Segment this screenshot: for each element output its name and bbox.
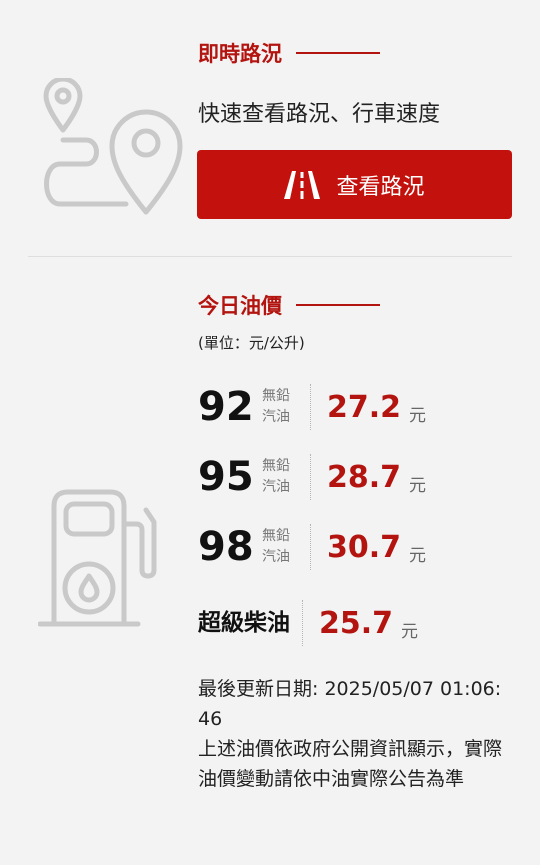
oil-price-section-title: 今日油價: [198, 290, 380, 320]
price-row-95: 95 無鉛 汽油 28.7 元: [198, 452, 426, 502]
map-route-pin-icon: [43, 78, 183, 215]
last-updated-text: 最後更新日期: 2025/05/07 01:06:46: [198, 678, 502, 730]
section-divider: [28, 256, 512, 257]
fuel-grade: 92: [198, 384, 254, 430]
fuel-type-label: 無鉛 汽油: [262, 456, 310, 498]
fuel-grade: 超級柴油: [198, 609, 290, 636]
price-disclaimer: 上述油價依政府公開資訊顯示，實際油價變動請依中油實際公告為準: [198, 738, 503, 790]
fuel-price: 30.7: [327, 529, 402, 565]
row-separator: [310, 524, 311, 570]
fuel-type-line: 汽油: [262, 479, 290, 495]
price-row-98: 98 無鉛 汽油 30.7 元: [198, 522, 426, 572]
fuel-price: 27.2: [327, 389, 402, 425]
fuel-grade: 98: [198, 524, 254, 570]
traffic-section-title: 即時路況: [198, 38, 380, 68]
traffic-title-text: 即時路況: [198, 42, 282, 66]
currency-unit: 元: [401, 621, 418, 642]
fuel-price: 28.7: [327, 459, 402, 495]
oil-title-text: 今日油價: [198, 294, 282, 318]
fuel-type-line: 汽油: [262, 549, 290, 565]
fuel-type-line: 無鉛: [262, 458, 290, 474]
row-separator: [310, 384, 311, 430]
currency-unit: 元: [409, 475, 426, 496]
price-row-92: 92 無鉛 汽油 27.2 元: [198, 382, 426, 432]
currency-unit: 元: [409, 545, 426, 566]
traffic-description: 快速查看路況、行車速度: [198, 102, 441, 127]
fuel-pump-icon: [38, 489, 157, 627]
fuel-price: 25.7: [319, 605, 394, 641]
row-separator: [310, 454, 311, 500]
title-underline: [296, 52, 380, 54]
fuel-type-line: 無鉛: [262, 388, 290, 404]
road-icon: [284, 170, 321, 199]
fuel-type-line: 汽油: [262, 409, 290, 425]
currency-unit: 元: [409, 405, 426, 426]
view-traffic-button[interactable]: 查看路況: [197, 150, 512, 219]
row-separator: [302, 600, 303, 646]
view-traffic-label: 查看路況: [336, 174, 425, 200]
fuel-type-label: 無鉛 汽油: [262, 386, 310, 428]
fuel-type-label: 無鉛 汽油: [262, 526, 310, 568]
fuel-type-line: 無鉛: [262, 528, 290, 544]
fuel-grade: 95: [198, 454, 254, 500]
title-underline: [296, 304, 380, 306]
price-unit-label: (單位：元/公升): [198, 334, 305, 352]
price-row-diesel: 超級柴油 25.7 元: [198, 598, 418, 648]
